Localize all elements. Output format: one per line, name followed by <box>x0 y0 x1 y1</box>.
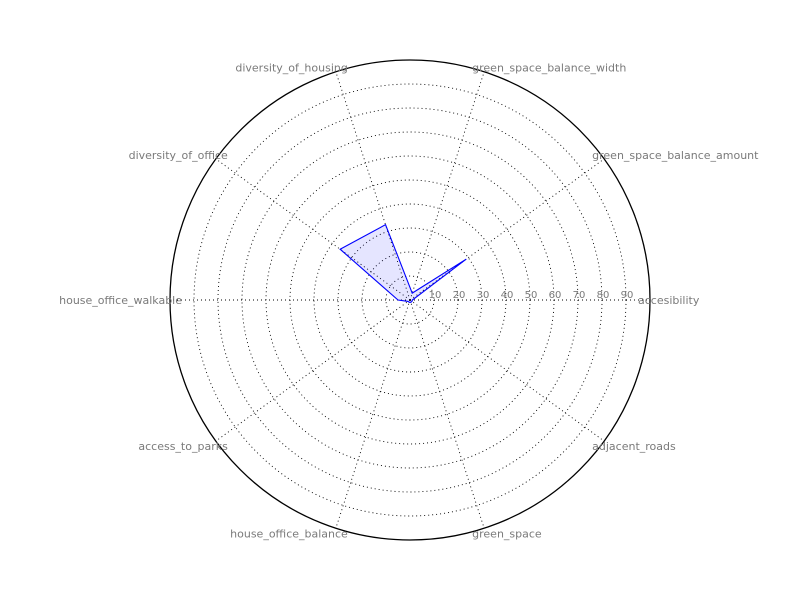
series-layer <box>339 223 467 303</box>
spoke-diversity_of_office <box>215 158 411 301</box>
spoke-green_space <box>409 299 485 529</box>
spoke-access_to_parks <box>215 299 411 442</box>
category-label-green_space_balance_amount: green_space_balance_amount <box>592 149 759 162</box>
angular-gridlines <box>170 71 650 529</box>
r-tick-label-30: 30 <box>477 290 490 301</box>
spoke-house_office_balance <box>335 299 411 529</box>
category-label-house_office_walkable: house_office_walkable <box>59 294 182 307</box>
spoke-adjacent_roads <box>409 299 605 442</box>
r-tick-label-60: 60 <box>549 290 562 301</box>
category-label-adjacent_roads: adjacent_roads <box>592 440 676 453</box>
category-labels: accesibilitygreen_space_balance_amountgr… <box>59 62 759 541</box>
category-label-green_space: green_space <box>472 527 542 540</box>
category-label-green_space_balance_width: green_space_balance_width <box>472 62 626 75</box>
spoke-green_space_balance_amount <box>409 158 605 301</box>
r-tick-label-10: 10 <box>429 290 442 301</box>
category-label-access_to_parks: access_to_parks <box>138 440 228 453</box>
category-label-accesibility: accesibility <box>638 294 700 307</box>
r-tick-label-90: 90 <box>621 290 634 301</box>
r-tick-label-50: 50 <box>525 290 538 301</box>
polar-frame <box>169 59 651 541</box>
radial-tick-labels: 10 20 30 40 50 60 70 80 90 <box>429 290 634 301</box>
r-tick-label-80: 80 <box>597 290 610 301</box>
r-tick-label-40: 40 <box>501 290 514 301</box>
spoke-diversity_of_housing <box>335 71 411 301</box>
r-tick-label-20: 20 <box>453 290 466 301</box>
spoke-green_space_balance_width <box>409 71 485 301</box>
category-label-house_office_balance: house_office_balance <box>230 527 348 540</box>
series-line-0 <box>339 223 467 303</box>
series-fill-0 <box>340 224 467 303</box>
category-label-diversity_of_housing: diversity_of_housing <box>235 62 347 75</box>
category-label-diversity_of_office: diversity_of_office <box>129 149 228 162</box>
r-tick-label-70: 70 <box>573 290 586 301</box>
